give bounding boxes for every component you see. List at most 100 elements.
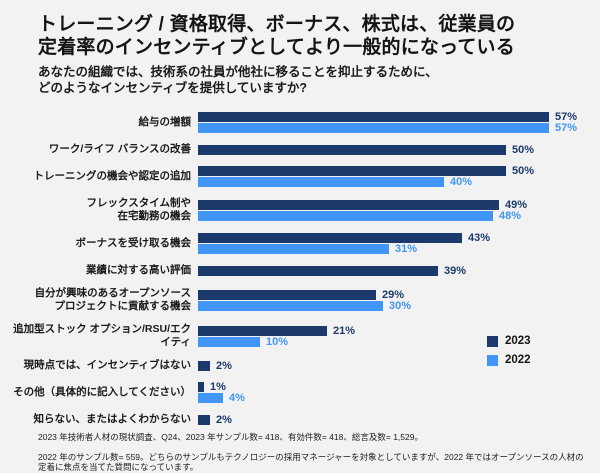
chart-header: トレーニング / 資格取得、ボーナス、株式は、従業員の 定着率のインセンティブと… [0,13,600,96]
bar-line-2022: 10% [198,335,600,348]
bar-row: 給与の増額 57% 57% [6,111,600,134]
bar-line-2023: 21% [198,324,600,337]
bar-2023 [198,289,376,300]
value-label-2023: 21% [333,324,356,337]
bar-row: トレーニングの機会や認定の追加 50% 40% [6,165,600,188]
bar-row: ワーク/ライフ バランスの改善 50% [6,143,600,156]
bar-row: 業績に対する高い評価 39% [6,264,600,277]
footnote-line1: 2023 年技術者人材の現状調査、Q24、2023 年サンプル数= 418、有効… [38,432,423,442]
bar-2022 [198,210,493,221]
bar-2023 [198,233,462,243]
bar-row: 自分が興味のあるオープンソース プロジェクトに貢献する機会 29% 30% [6,287,600,313]
bar-2022 [198,393,223,403]
value-label-2023: 50% [512,165,535,177]
legend-label-2022: 2022 [505,354,531,366]
bar-2023 [198,166,506,176]
category-label: ワーク/ライフ バランスの改善 [48,143,191,155]
category-label: 自分が興味のあるオープンソース プロジェクトに貢献する機会 [34,287,191,312]
bar-group: 39% [198,264,600,277]
legend-item-2022: 2022 [487,354,531,366]
category-label: 追加型ストック オプション/RSU/エクイティ [13,323,191,348]
bar-2022 [198,244,389,254]
bar-line-2022: 4% [198,392,600,404]
bar-line-2022: 57% [198,122,600,134]
footnote-line2: 2022 年のサンプル数= 559。どちらのサンプルもテクノロジーの採用マネージ… [38,451,584,473]
bar-line-2022: 31% [198,243,600,255]
bar-2022 [198,336,260,347]
bar-line-2023: 29% [198,288,600,301]
legend-swatch-2022-icon [487,354,498,366]
bar-group: 29% 30% [198,288,600,312]
bar-2022 [198,123,549,133]
bar-2022 [198,300,383,311]
bar-2023 [198,112,549,122]
chart-subtitle-line1: あなたの組織では、技術系の社員が他社に移ることを抑止するために、 [38,65,438,79]
bar-group: 1% 4% [198,381,600,404]
chart-title: トレーニング / 資格取得、ボーナス、株式は、従業員の 定着率のインセンティブと… [38,13,580,59]
category-label: 知らない、またはよくわからない [33,413,192,425]
bar-row: ボーナスを受け取る機会 43% 31% [6,232,600,255]
bar-line-2022: 40% [198,176,600,188]
value-label-2022: 31% [395,243,418,255]
bar-line-2023: 49% [198,198,600,211]
category-label: トレーニングの機会や認定の追加 [33,170,192,182]
bar-2023 [198,382,204,392]
legend-swatch-2023-icon [487,335,498,347]
value-label-2023: 43% [468,232,491,244]
value-label-2023: 39% [444,264,467,277]
chart-title-line1: トレーニング / 資格取得、ボーナス、株式は、従業員の [38,14,516,35]
bar-line-2023: 1% [198,381,600,393]
category-label: 現時点では、インセンティブはない [23,359,191,371]
bar-line-2023: 57% [198,111,600,123]
bar-line-2023: 50% [198,143,600,156]
value-label-2022: 4% [229,392,245,404]
bar-2023 [198,144,506,155]
value-label-2022: 10% [266,335,289,348]
bar-row: 知らない、またはよくわからない 2% [6,413,600,426]
bar-2023 [198,414,210,425]
value-label-2023: 2% [216,413,232,426]
value-label-2023: 29% [382,288,405,301]
bar-group: 50% 40% [198,165,600,188]
bar-2023 [198,360,210,371]
category-label: その他（具体的に記入してください） [13,386,191,398]
bar-2022 [198,177,444,187]
bar-group: 2% [198,413,600,426]
chart-subtitle-line2: どのようなインセンティブを提供していますか? [38,81,308,95]
value-label-2022: 30% [389,299,412,312]
value-label-2022: 40% [450,176,473,188]
category-label: ボーナスを受け取る機会 [75,237,192,249]
category-label: 業績に対する高い評価 [86,264,191,276]
bar-row: フレックスタイム制や 在宅勤務の機会 49% 48% [6,197,600,223]
value-label-2023: 1% [210,381,226,393]
legend-item-2023: 2023 [487,335,531,347]
bar-row: その他（具体的に記入してください） 1% 4% [6,381,600,404]
bar-line-2023: 39% [198,264,600,277]
value-label-2023: 49% [505,198,528,211]
bar-row: 追加型ストック オプション/RSU/エクイティ 21% 10% [6,323,600,349]
legend-label-2023: 2023 [505,335,531,347]
chart-subtitle: あなたの組織では、技術系の社員が他社に移ることを抑止するために、 どのようなイン… [38,64,580,96]
bar-2023 [198,325,327,336]
bar-group: 2% [198,359,600,372]
bar-row: 現時点では、インセンティブはない 2% [6,359,600,372]
bar-group: 43% 31% [198,232,600,255]
bar-group: 21% 10% [198,324,600,348]
value-label-2023: 57% [555,111,578,123]
category-label: 給与の増額 [138,116,192,128]
bar-line-2022: 48% [198,209,600,222]
value-label-2023: 2% [216,359,232,372]
value-label-2023: 50% [512,143,535,156]
value-label-2022: 57% [555,122,578,134]
bar-line-2022: 30% [198,299,600,312]
bar-chart: 給与の増額 57% 57% ワーク/ライフ バランスの改善 50% トレーニングの機会や認… [0,112,600,426]
bar-line-2023: 43% [198,232,600,244]
bar-group: 57% 57% [198,111,600,134]
footnotes: 2023 年技術者人材の現状調査、Q24、2023 年サンプル数= 418、有効… [0,432,600,473]
bar-2023 [198,265,438,276]
chart-title-line2: 定着率のインセンティブとしてより一般的になっている [38,37,515,58]
value-label-2022: 48% [499,209,522,222]
category-label: フレックスタイム制や 在宅勤務の機会 [86,197,191,222]
bar-line-2023: 50% [198,165,600,177]
